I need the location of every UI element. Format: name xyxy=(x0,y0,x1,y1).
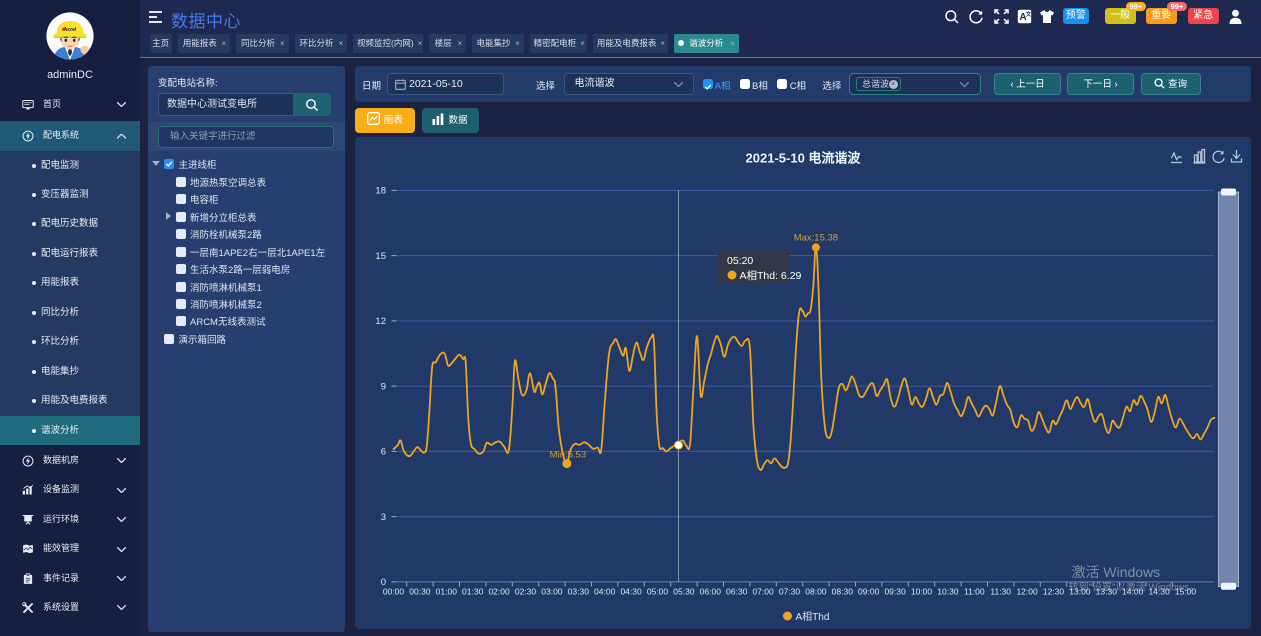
svg-text:05:00: 05:00 xyxy=(646,587,668,597)
svg-text:00:30: 00:30 xyxy=(409,587,431,597)
svg-text:04:00: 04:00 xyxy=(594,587,616,597)
svg-text:文: 文 xyxy=(1026,10,1032,18)
svg-text:03:00: 03:00 xyxy=(541,587,563,597)
svg-text:07:30: 07:30 xyxy=(778,587,800,597)
svg-text:12:30: 12:30 xyxy=(1042,587,1064,597)
svg-text:3: 3 xyxy=(380,512,385,523)
svg-text:18: 18 xyxy=(375,186,386,197)
svg-text:05:30: 05:30 xyxy=(673,587,695,597)
svg-text:激活 Windows: 激活 Windows xyxy=(1071,564,1160,580)
svg-text:12:00: 12:00 xyxy=(1016,587,1038,597)
svg-text:13:30: 13:30 xyxy=(1095,587,1117,597)
svg-text:00:00: 00:00 xyxy=(382,587,404,597)
svg-text:15: 15 xyxy=(375,251,386,262)
svg-text:05:20: 05:20 xyxy=(727,255,753,267)
svg-text:03:30: 03:30 xyxy=(567,587,589,597)
svg-text:转到"设置"以激活 Windows。: 转到"设置"以激活 Windows。 xyxy=(1068,581,1198,594)
svg-text:A: A xyxy=(1019,12,1026,23)
svg-text:06:30: 06:30 xyxy=(726,587,748,597)
svg-text:Acrel: Acrel xyxy=(63,27,77,33)
svg-text:02:00: 02:00 xyxy=(488,587,510,597)
svg-text:06:00: 06:00 xyxy=(699,587,721,597)
svg-text:08:30: 08:30 xyxy=(831,587,853,597)
svg-text:A相Thd: A相Thd xyxy=(795,610,829,623)
svg-text:A相Thd: 6.29: A相Thd: 6.29 xyxy=(739,269,801,282)
svg-text:15:00: 15:00 xyxy=(1174,587,1196,597)
svg-text:08:00: 08:00 xyxy=(805,587,827,597)
svg-text:2021-5-10 电流谐波: 2021-5-10 电流谐波 xyxy=(745,151,861,166)
svg-text:01:30: 01:30 xyxy=(462,587,484,597)
svg-text:01:00: 01:00 xyxy=(435,587,457,597)
svg-text:6: 6 xyxy=(380,447,385,458)
svg-text:12: 12 xyxy=(375,316,386,327)
svg-text:11:30: 11:30 xyxy=(990,587,1011,597)
svg-text:Min:5.53: Min:5.53 xyxy=(549,450,585,461)
svg-text:04:30: 04:30 xyxy=(620,587,642,597)
svg-text:07:00: 07:00 xyxy=(752,587,774,597)
svg-text:10:00: 10:00 xyxy=(910,587,932,597)
svg-text:09:00: 09:00 xyxy=(858,587,880,597)
svg-text:10:30: 10:30 xyxy=(937,587,959,597)
svg-text:Max:15.38: Max:15.38 xyxy=(793,232,837,243)
svg-text:0: 0 xyxy=(380,577,385,588)
svg-text:14:00: 14:00 xyxy=(1122,587,1144,597)
svg-text:02:30: 02:30 xyxy=(514,587,536,597)
svg-text:13:00: 13:00 xyxy=(1069,587,1091,597)
svg-text:9: 9 xyxy=(380,381,385,392)
svg-text:09:30: 09:30 xyxy=(884,587,906,597)
svg-text:11:00: 11:00 xyxy=(963,587,984,597)
svg-text:14:30: 14:30 xyxy=(1148,587,1170,597)
